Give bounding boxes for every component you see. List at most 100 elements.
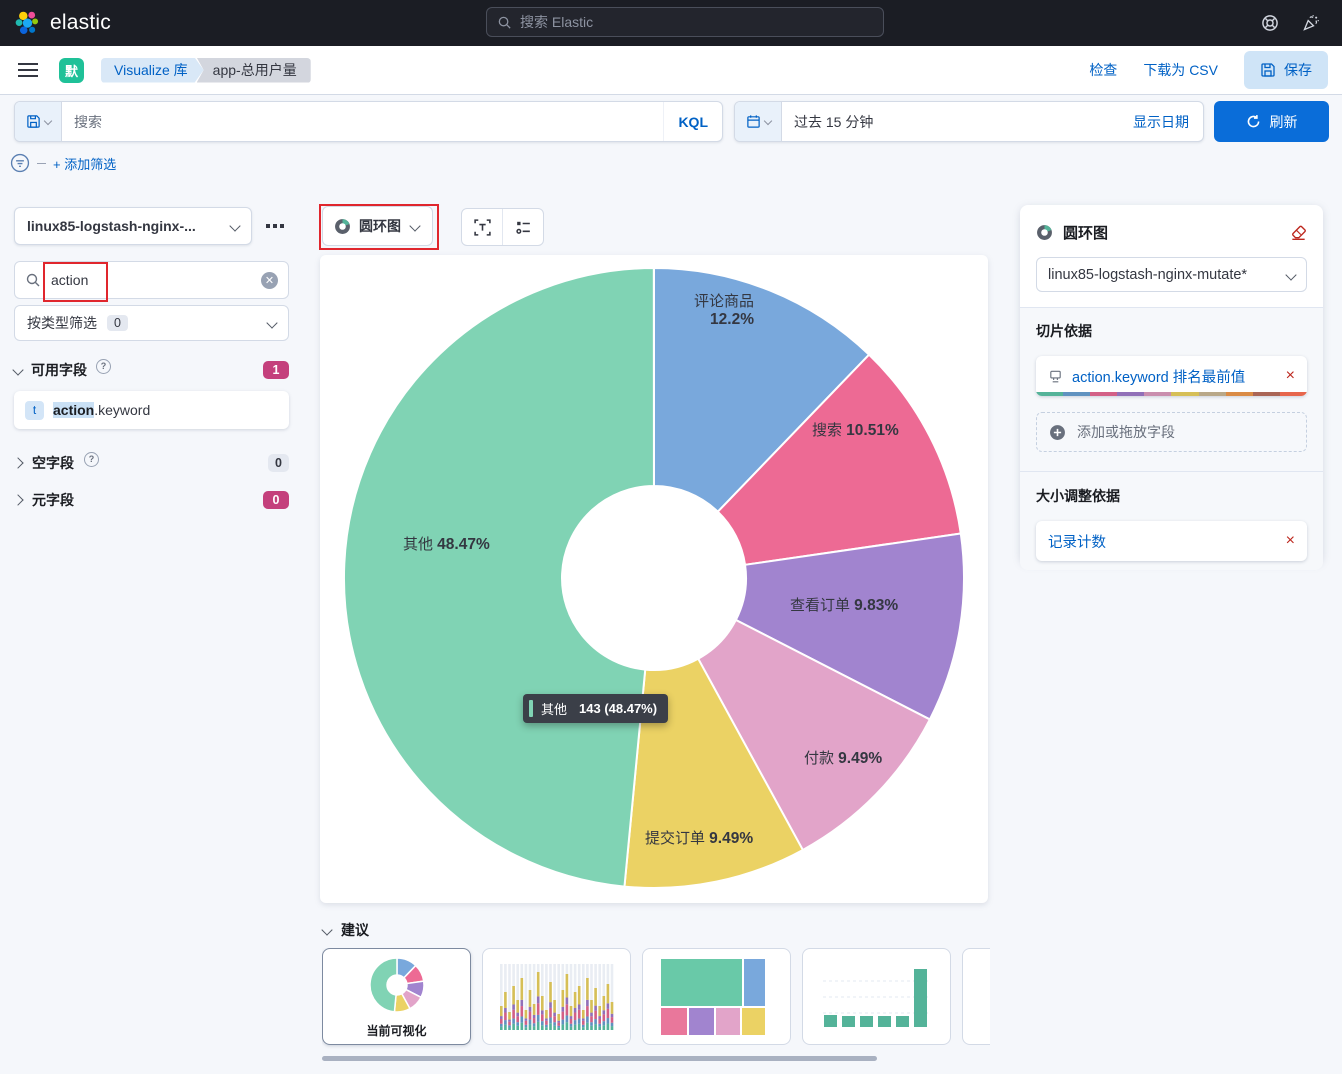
inspect-button[interactable]: 检查: [1089, 62, 1118, 78]
text-labels-icon: [473, 218, 491, 236]
legend-settings-button[interactable]: [502, 209, 543, 245]
data-view-options-icon[interactable]: [266, 224, 284, 228]
field-item-action-keyword[interactable]: t action.keyword: [14, 391, 289, 429]
donut-slice-2[interactable]: [734, 532, 965, 721]
query-bar: KQL: [14, 101, 723, 142]
add-filter-button[interactable]: + 添加筛选: [53, 156, 117, 172]
layer-chart-type-title: 圆环图: [1063, 224, 1109, 242]
size-metric[interactable]: 记录计数 ×: [1036, 521, 1307, 561]
saved-query-icon: [26, 115, 40, 128]
time-range-value[interactable]: 过去 15 分钟: [794, 113, 874, 130]
chart-toolbar-buttons: [461, 208, 544, 246]
search-icon: [498, 16, 511, 29]
save-button[interactable]: 保存: [1244, 51, 1328, 89]
chevron-down-icon: [763, 116, 772, 125]
meta-fields-header[interactable]: 元字段 0: [12, 490, 289, 510]
top-header: elastic 搜索 Elastic: [0, 0, 1342, 46]
remove-metric-icon[interactable]: ×: [1285, 532, 1295, 549]
elastic-logo[interactable]: elastic: [14, 10, 111, 37]
drop-field-zone[interactable]: 添加或拖放字段: [1036, 412, 1307, 452]
slice-dimension[interactable]: action.keyword 排名最前值 ×: [1036, 356, 1307, 396]
type-filter-count-badge: 0: [107, 315, 128, 331]
suggestion-current[interactable]: 当前可视化: [322, 948, 471, 1045]
chevron-down-icon: [266, 317, 278, 329]
filter-divider: [37, 162, 46, 164]
save-icon: [1261, 63, 1275, 77]
global-search-placeholder: 搜索 Elastic: [520, 14, 594, 30]
chevron-right-icon: [12, 494, 24, 506]
chevron-down-icon: [12, 364, 24, 376]
time-picker: 过去 15 分钟 显示日期: [734, 101, 1204, 142]
remove-dimension-icon[interactable]: ×: [1285, 367, 1295, 384]
search-icon: [26, 273, 40, 287]
chart-type-selector[interactable]: 圆环图: [322, 206, 433, 246]
download-csv-button[interactable]: 下载为 CSV: [1143, 62, 1218, 78]
available-fields-count-badge: 1: [263, 361, 289, 379]
menu-hamburger-icon[interactable]: [18, 63, 38, 76]
field-sidebar: linux85-logstash-nginx-... ✕ 按类型筛选 0 可用字…: [12, 207, 289, 510]
field-search-input[interactable]: [49, 271, 253, 289]
chart-tooltip: 其他 143 (48.47%): [523, 694, 669, 723]
size-by-label: 大小调整依据: [1036, 488, 1120, 504]
refresh-icon: [1247, 115, 1259, 128]
chevron-down-icon: [43, 116, 52, 125]
empty-fields-count-badge: 0: [268, 454, 289, 472]
filter-by-type-select[interactable]: 按类型筛选 0: [14, 305, 289, 341]
chevron-down-icon: [409, 220, 421, 232]
chevron-down-icon: [1285, 268, 1297, 281]
labels-settings-button[interactable]: [462, 209, 502, 245]
breadcrumb-current-page: app-总用户量: [196, 57, 311, 83]
meta-fields-count-badge: 0: [263, 491, 289, 509]
field-search-box: ✕: [14, 261, 289, 299]
chevron-down-icon: [321, 924, 333, 936]
suggestions-scrollbar[interactable]: [322, 1056, 877, 1061]
palette-preview: [1036, 392, 1307, 396]
donut-slice-1[interactable]: [716, 353, 962, 566]
donut-chart-icon: [1037, 224, 1052, 240]
breadcrumb-visualize-link[interactable]: Visualize 库: [101, 58, 204, 83]
suggestion-partial[interactable]: [962, 948, 990, 1045]
saved-query-menu-button[interactable]: [15, 102, 62, 141]
chevron-down-icon: [229, 220, 241, 232]
brand-name: elastic: [50, 11, 111, 34]
donut-slice-3[interactable]: [696, 618, 932, 852]
refresh-button[interactable]: 刷新: [1214, 101, 1329, 142]
space-avatar[interactable]: 默: [59, 57, 84, 83]
layer-config-panel: 圆环图 linux85-logstash-nginx-mutate* 切片依据 …: [1020, 205, 1323, 570]
slice-by-label: 切片依据: [1036, 323, 1092, 339]
help-icon: ?: [84, 451, 99, 467]
global-search-input[interactable]: 搜索 Elastic: [486, 7, 884, 37]
show-dates-button[interactable]: 显示日期: [1133, 113, 1189, 130]
data-view-selector[interactable]: linux85-logstash-nginx-...: [14, 207, 252, 245]
plus-circle-icon: [1050, 424, 1065, 440]
elastic-logo-icon: [15, 11, 39, 34]
filter-controls: + 添加筛选: [10, 153, 116, 173]
clear-search-icon[interactable]: ✕: [261, 271, 278, 289]
donut-slice-4[interactable]: [623, 657, 805, 890]
query-language-badge[interactable]: KQL: [663, 102, 722, 141]
help-menu-icon[interactable]: [1261, 14, 1279, 32]
suggestions-row: 当前可视化: [322, 948, 990, 1049]
clear-layer-icon[interactable]: [1290, 224, 1307, 241]
layer-data-view-selector[interactable]: linux85-logstash-nginx-mutate*: [1036, 257, 1307, 292]
donut-chart[interactable]: [320, 255, 988, 903]
suggestion-stacked-bar[interactable]: [482, 948, 631, 1045]
suggestion-bar-chart[interactable]: [802, 948, 951, 1045]
kql-query-input[interactable]: [62, 102, 664, 141]
donut-slice-0[interactable]: [653, 266, 871, 514]
visualization-workspace: 评论商品 12.2% 搜索 10.51% 查看订单 9.83% 付款 9.49% 提交订单…: [320, 255, 988, 903]
news-feed-icon[interactable]: [1302, 14, 1320, 32]
available-fields-header[interactable]: 可用字段 ? 1: [12, 358, 289, 380]
suggestions-header[interactable]: 建议: [321, 920, 369, 940]
filter-menu-icon[interactable]: [10, 153, 30, 173]
donut-slice-5[interactable]: [368, 956, 398, 1013]
stacked-bar-thumbnail: [499, 963, 613, 1030]
donut-chart-icon: [335, 218, 350, 234]
calendar-icon: [746, 115, 760, 128]
tooltip-color-swatch: [529, 700, 533, 717]
suggestion-treemap[interactable]: [642, 948, 791, 1045]
donut-slice-5[interactable]: [343, 266, 655, 888]
empty-fields-header[interactable]: 空字段 ? 0: [12, 451, 289, 473]
date-quick-menu-button[interactable]: [735, 102, 782, 141]
